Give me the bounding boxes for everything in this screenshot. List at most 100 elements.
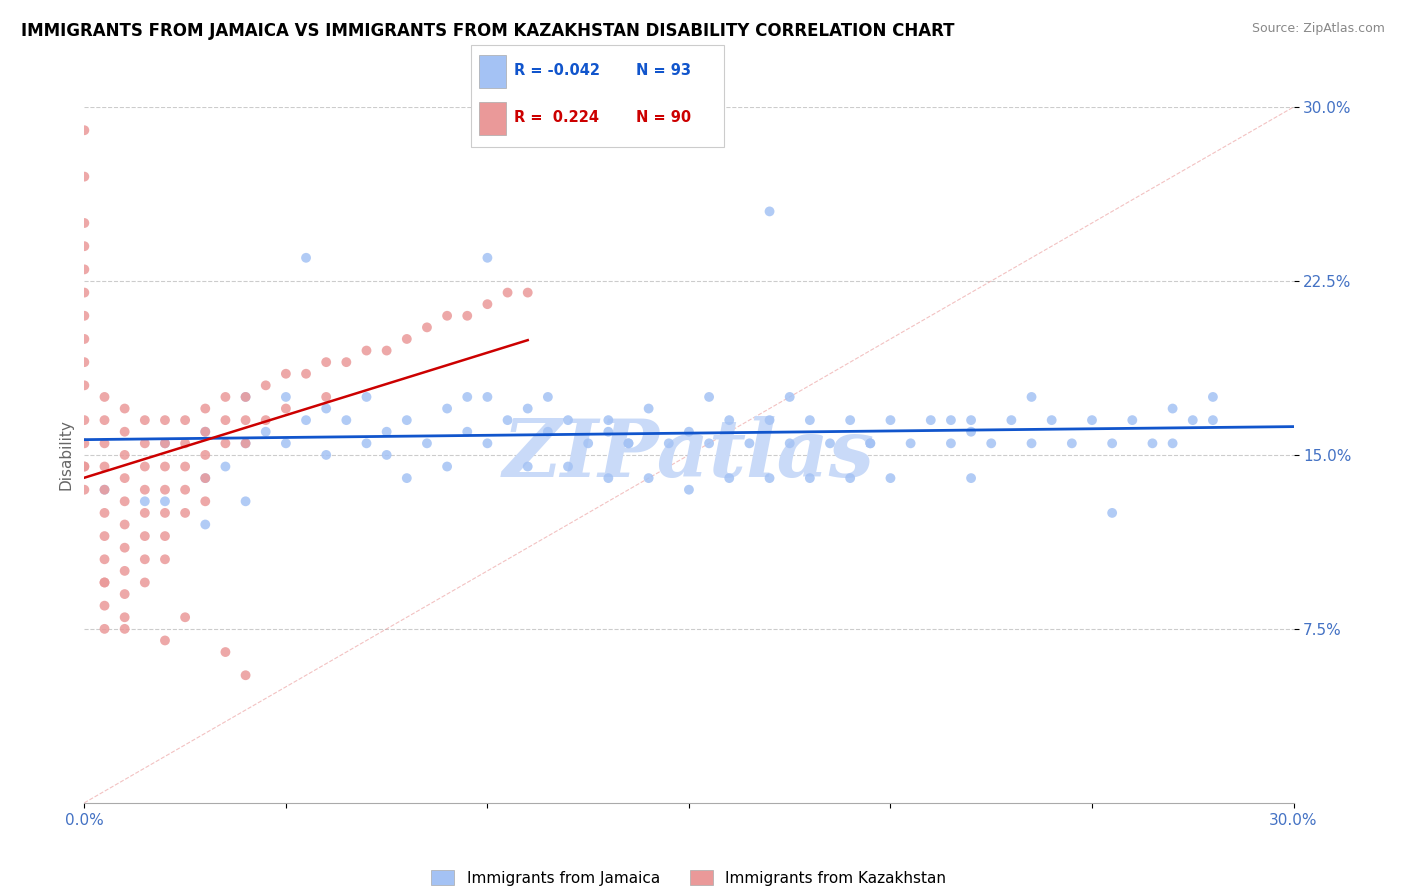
Point	[436, 309, 458, 323]
Point	[557, 413, 579, 427]
Point	[73, 332, 96, 346]
Point	[134, 529, 156, 543]
Point	[477, 251, 499, 265]
Point	[274, 390, 297, 404]
Point	[153, 494, 176, 508]
Point	[153, 529, 176, 543]
Point	[73, 285, 96, 300]
Point	[254, 378, 277, 392]
Y-axis label: Disability: Disability	[58, 419, 73, 491]
Point	[718, 471, 741, 485]
Point	[274, 436, 297, 450]
Point	[114, 471, 136, 485]
Point	[416, 436, 439, 450]
Point	[153, 436, 176, 450]
Point	[678, 483, 700, 497]
Point	[174, 436, 197, 450]
Point	[114, 517, 136, 532]
Point	[134, 552, 156, 566]
Point	[214, 390, 236, 404]
Point	[738, 436, 761, 450]
Point	[93, 575, 115, 590]
Point	[73, 262, 96, 277]
Point	[295, 251, 318, 265]
Point	[93, 459, 115, 474]
Legend: Immigrants from Jamaica, Immigrants from Kazakhstan: Immigrants from Jamaica, Immigrants from…	[432, 870, 946, 886]
Point	[73, 123, 96, 137]
Point	[758, 413, 780, 427]
Point	[839, 471, 862, 485]
Point	[134, 506, 156, 520]
FancyBboxPatch shape	[471, 45, 724, 147]
Bar	[478, 102, 506, 135]
Point	[1202, 413, 1225, 427]
Point	[315, 390, 337, 404]
Point	[395, 471, 418, 485]
Point	[114, 622, 136, 636]
Point	[235, 668, 257, 682]
Point	[73, 413, 96, 427]
Point	[114, 494, 136, 508]
Point	[114, 541, 136, 555]
Point	[799, 413, 821, 427]
Point	[214, 645, 236, 659]
Point	[114, 425, 136, 439]
Point	[436, 401, 458, 416]
Point	[637, 401, 659, 416]
Point	[496, 413, 519, 427]
Point	[1101, 436, 1123, 450]
Point	[598, 413, 620, 427]
Point	[375, 448, 398, 462]
Point	[114, 610, 136, 624]
Point	[477, 436, 499, 450]
Point	[174, 413, 197, 427]
Point	[1040, 413, 1063, 427]
Text: R =  0.224: R = 0.224	[515, 111, 599, 126]
Point	[153, 506, 176, 520]
Point	[73, 436, 96, 450]
Point	[879, 413, 901, 427]
Point	[194, 425, 217, 439]
Point	[93, 622, 115, 636]
Point	[375, 425, 398, 439]
Point	[73, 459, 96, 474]
Point	[477, 390, 499, 404]
Point	[939, 413, 962, 427]
Point	[174, 459, 197, 474]
Point	[295, 367, 318, 381]
Point	[637, 471, 659, 485]
Point	[576, 436, 599, 450]
Point	[93, 483, 115, 497]
Point	[114, 564, 136, 578]
Point	[153, 459, 176, 474]
Point	[254, 425, 277, 439]
Point	[617, 436, 640, 450]
Point	[356, 436, 378, 450]
Point	[537, 425, 560, 439]
Point	[93, 529, 115, 543]
Point	[1161, 401, 1184, 416]
Point	[799, 471, 821, 485]
Point	[214, 413, 236, 427]
Point	[315, 448, 337, 462]
Point	[758, 204, 780, 219]
Point	[114, 587, 136, 601]
Point	[153, 413, 176, 427]
Point	[1161, 436, 1184, 450]
Point	[315, 401, 337, 416]
Point	[335, 355, 357, 369]
Point	[697, 436, 720, 450]
Point	[980, 436, 1002, 450]
Point	[859, 436, 882, 450]
Point	[436, 459, 458, 474]
Point	[758, 471, 780, 485]
Point	[678, 425, 700, 439]
Point	[537, 390, 560, 404]
Point	[1202, 390, 1225, 404]
Point	[456, 309, 478, 323]
Point	[920, 413, 942, 427]
Text: Source: ZipAtlas.com: Source: ZipAtlas.com	[1251, 22, 1385, 36]
Point	[335, 413, 357, 427]
Point	[658, 436, 681, 450]
Point	[134, 494, 156, 508]
